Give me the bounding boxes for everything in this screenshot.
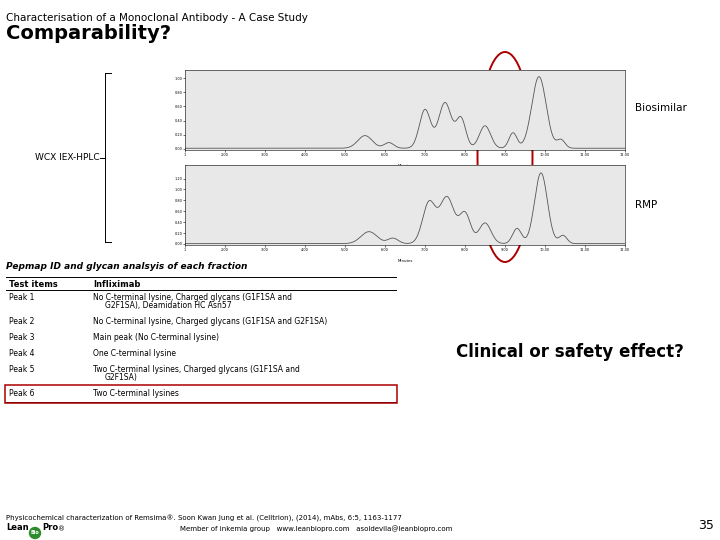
Text: Two C-terminal lysines: Two C-terminal lysines [93,389,179,398]
Text: One C-terminal lysine: One C-terminal lysine [93,349,176,358]
Text: Two C-terminal lysines, Charged glycans (G1F1SA and: Two C-terminal lysines, Charged glycans … [93,365,300,374]
Text: Peak 4: Peak 4 [9,349,35,358]
Text: No C-terminal lysine, Charged glycans (G1F1SA and: No C-terminal lysine, Charged glycans (G… [93,293,292,302]
Text: 35: 35 [698,519,714,532]
Text: Pepmap ID and glycan analsyis of each fraction: Pepmap ID and glycan analsyis of each fr… [6,262,248,271]
Text: Member of inkemia group   www.leanbiopro.com   asoldevila@leanbiopro.com: Member of inkemia group www.leanbiopro.c… [180,525,452,532]
Text: Main peak (No C-terminal lysine): Main peak (No C-terminal lysine) [93,333,219,342]
Text: No C-terminal lysine, Charged glycans (G1F1SA and G2F1SA): No C-terminal lysine, Charged glycans (G… [93,317,328,326]
Text: G2F1SA), Deamidation HC Asn57: G2F1SA), Deamidation HC Asn57 [105,301,232,310]
Text: Bio: Bio [31,530,40,536]
Text: Peak 1: Peak 1 [9,293,35,302]
Text: Biosimilar: Biosimilar [635,103,687,113]
Text: Infliximab: Infliximab [93,280,140,289]
Text: RMP: RMP [635,200,657,210]
Text: ®: ® [58,526,65,532]
Text: Comparability?: Comparability? [6,24,171,43]
Text: Peak 6: Peak 6 [9,389,35,398]
Text: Lean: Lean [6,523,29,532]
X-axis label: Minutes: Minutes [397,259,413,264]
Text: G2F1SA): G2F1SA) [105,373,138,382]
Text: Test items: Test items [9,280,58,289]
Text: Peak 2: Peak 2 [9,317,35,326]
X-axis label: Minutes: Minutes [397,164,413,168]
Text: Characterisation of a Monoclonal Antibody - A Case Study: Characterisation of a Monoclonal Antibod… [6,13,308,23]
Text: Peak 5: Peak 5 [9,365,35,374]
Text: WCX IEX-HPLC: WCX IEX-HPLC [35,152,100,161]
Text: Clinical or safety effect?: Clinical or safety effect? [456,343,684,361]
Text: Physicochemical characterization of Remsima®. Soon Kwan Jung et al. (Celltrion),: Physicochemical characterization of Rems… [6,515,402,522]
Text: Pro: Pro [42,523,58,532]
Circle shape [30,528,40,538]
Text: Peak 3: Peak 3 [9,333,35,342]
